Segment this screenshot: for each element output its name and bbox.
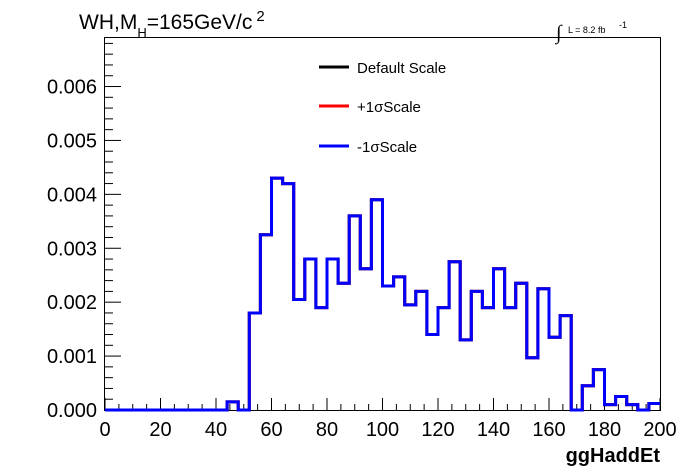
y-tick-label: 0.005	[47, 130, 97, 152]
histogram-line-2	[105, 176, 660, 412]
x-tick-label: 60	[260, 419, 282, 441]
x-tick-label: 160	[532, 419, 565, 441]
x-tick-label: 20	[149, 419, 171, 441]
y-tick-label: 0.001	[47, 346, 97, 368]
legend: Default Scale +1σScale -1σScale	[319, 60, 446, 156]
x-tick-label: 140	[477, 419, 510, 441]
legend-label-minus1sigma: -1σScale	[357, 139, 417, 156]
x-axis-title: ggHaddEt	[566, 445, 661, 467]
legend-label-plus1sigma: +1σScale	[357, 99, 421, 116]
legend-label-default: Default Scale	[357, 60, 446, 77]
x-tick-label: 100	[366, 419, 399, 441]
plot-frame	[104, 37, 661, 411]
lumi-superscript: -1	[619, 20, 627, 30]
y-tick-label: 0.004	[47, 184, 97, 206]
lumi-text: L = 8.2 fb	[568, 25, 605, 35]
histogram-series	[105, 176, 660, 412]
y-tick-label: 0.003	[47, 238, 97, 260]
x-tick-label: 120	[421, 419, 454, 441]
axis-ticks: 0 20 40 60 80 100 120 140 160 180 200 0.000 0.001 0.0…	[47, 42, 677, 441]
y-tick-label: 0.006	[47, 77, 97, 99]
y-tick-label: 0.002	[47, 292, 97, 314]
y-tick-label: 0.000	[47, 400, 97, 422]
integral-sign-icon: ∫	[554, 22, 563, 45]
luminosity-label: ∫ L = 8.2 fb -1	[554, 20, 627, 45]
x-tick-label: 0	[99, 419, 110, 441]
x-tick-label: 200	[643, 419, 676, 441]
chart-title: WH,MH=165GeV/c 2	[79, 8, 265, 40]
x-tick-label: 180	[588, 419, 621, 441]
x-tick-label: 40	[205, 419, 227, 441]
x-tick-label: 80	[316, 419, 338, 441]
